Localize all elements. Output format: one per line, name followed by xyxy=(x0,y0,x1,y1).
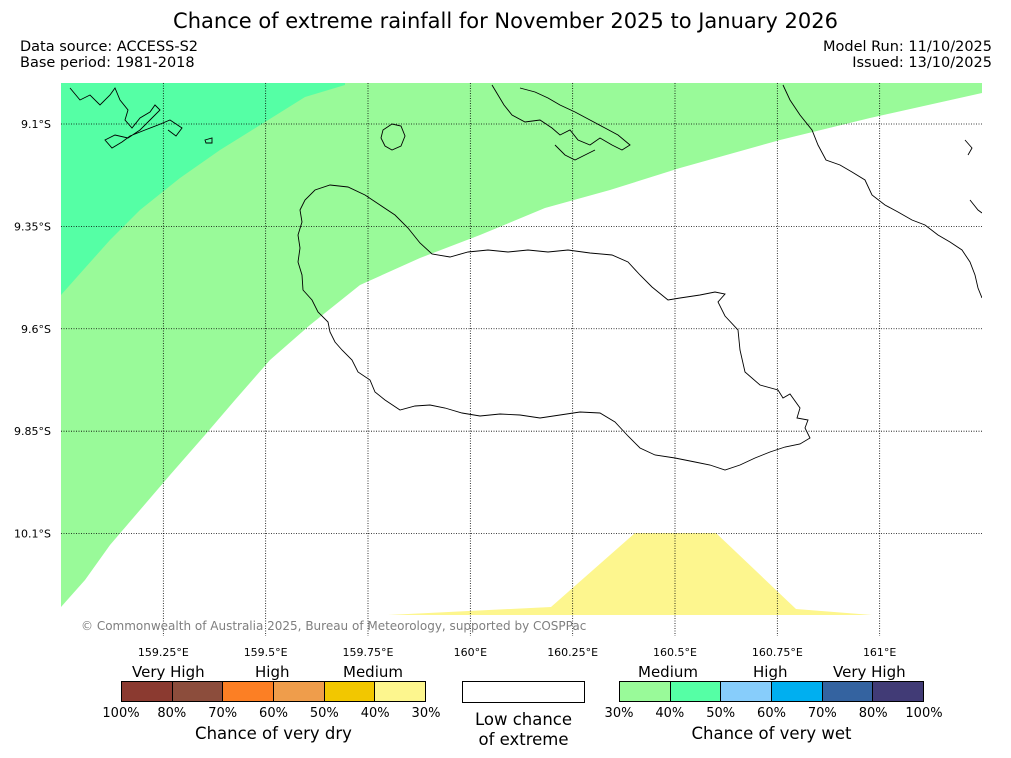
map-area xyxy=(61,83,982,636)
wet-tick-label: 40% xyxy=(655,706,685,721)
longitude-label: 159.5°E xyxy=(244,646,288,659)
wet-tick-label: 70% xyxy=(807,706,837,721)
neutral-swatch xyxy=(462,681,585,703)
wet-colorbar xyxy=(619,681,924,702)
dry-swatch-5 xyxy=(323,682,375,701)
dry-swatch-1 xyxy=(122,682,172,701)
latitude-label: 9.1°S xyxy=(21,118,51,131)
wet-group-medium: Medium xyxy=(638,663,698,681)
longitude-label: 159.75°E xyxy=(343,646,394,659)
dry-colorbar xyxy=(121,681,426,702)
latitude-label: 10.1°S xyxy=(14,528,51,541)
wet-group-very-high: Very High xyxy=(833,663,906,681)
coast-south-island xyxy=(297,184,811,471)
dry-tick-label: 40% xyxy=(360,706,390,721)
longitude-labels: 159.25°E 159.5°E 159.75°E 160°E 160.25°E 160.… xyxy=(138,646,897,659)
dry-tick-label: 70% xyxy=(208,706,238,721)
dry-tick-label: 100% xyxy=(102,706,140,721)
wet-tick-label: 80% xyxy=(858,706,888,721)
longitude-label: 160.25°E xyxy=(547,646,598,659)
coast-small-island xyxy=(380,123,406,151)
dry-swatch-4 xyxy=(273,682,324,701)
wet-legend-label: Chance of very wet xyxy=(691,724,852,743)
wet-swatch-6 xyxy=(872,682,924,701)
longitude-label: 160.75°E xyxy=(752,646,803,659)
coastlines xyxy=(69,84,982,471)
dry-group-high: High xyxy=(255,663,290,681)
coast-east xyxy=(782,84,982,299)
longitude-label: 160°E xyxy=(454,646,487,659)
coast-north-central xyxy=(491,84,631,161)
dry-swatch-3 xyxy=(222,682,274,701)
data-source: Data source: ACCESS-S2 xyxy=(20,39,199,55)
longitude-label: 159.25°E xyxy=(138,646,189,659)
longitude-label: 160.5°E xyxy=(653,646,697,659)
coast-east-islets xyxy=(964,139,982,214)
dry-group-medium: Medium xyxy=(343,663,403,681)
wet-tick-label: 30% xyxy=(604,706,634,721)
coast-northwest xyxy=(69,87,183,149)
wet-tick-label: 60% xyxy=(757,706,786,721)
neutral-label-line2: of extreme xyxy=(478,730,569,749)
latitude-labels: 9.1°S 9.35°S 9.6°S 9.85°S 10.1°S xyxy=(14,118,51,541)
neutral-legend-label: Low chance of extreme xyxy=(452,710,595,750)
dry-low-region xyxy=(388,533,872,615)
wet-swatch-1 xyxy=(620,682,670,701)
dry-tick-label: 80% xyxy=(157,706,187,721)
copyright-notice: © Commonwealth of Australia 2025, Bureau… xyxy=(81,619,586,633)
dry-group-very-high: Very High xyxy=(132,663,205,681)
wet-swatch-2 xyxy=(669,682,721,701)
wet-medium-dark-region xyxy=(61,83,345,295)
dry-tick-label: 30% xyxy=(411,706,441,721)
coast-islet-northwest xyxy=(204,137,213,144)
dry-swatch-2 xyxy=(171,682,223,701)
latitude-label: 9.6°S xyxy=(21,323,51,336)
wet-tick-label: 100% xyxy=(905,706,943,721)
dry-legend-label: Chance of very dry xyxy=(195,724,352,743)
dry-swatch-6 xyxy=(374,682,426,701)
dry-tick-label: 50% xyxy=(309,706,339,721)
wet-swatch-3 xyxy=(720,682,772,701)
longitude-label: 161°E xyxy=(863,646,896,659)
model-run: Model Run: 11/10/2025 xyxy=(822,39,992,55)
run-info: Model Run: 11/10/2025 Issued: 13/10/2025 xyxy=(823,39,992,71)
wet-group-high: High xyxy=(753,663,788,681)
wet-swatch-4 xyxy=(771,682,822,701)
base-period: Base period: 1981-2018 xyxy=(20,55,195,71)
wet-tick-label: 50% xyxy=(706,706,736,721)
neutral-label-line1: Low chance xyxy=(474,710,573,729)
wet-swatch-5 xyxy=(821,682,873,701)
dry-tick-label: 60% xyxy=(259,706,288,721)
latitude-label: 9.85°S xyxy=(14,425,51,438)
issued-date: Issued: 13/10/2025 xyxy=(852,55,992,71)
source-info: Data source: ACCESS-S2 Base period: 1981… xyxy=(20,39,198,71)
map-title: Chance of extreme rainfall for November … xyxy=(173,9,838,33)
latitude-label: 9.35°S xyxy=(14,220,51,233)
graticule xyxy=(61,83,982,636)
wet-medium-light-region xyxy=(61,83,982,607)
